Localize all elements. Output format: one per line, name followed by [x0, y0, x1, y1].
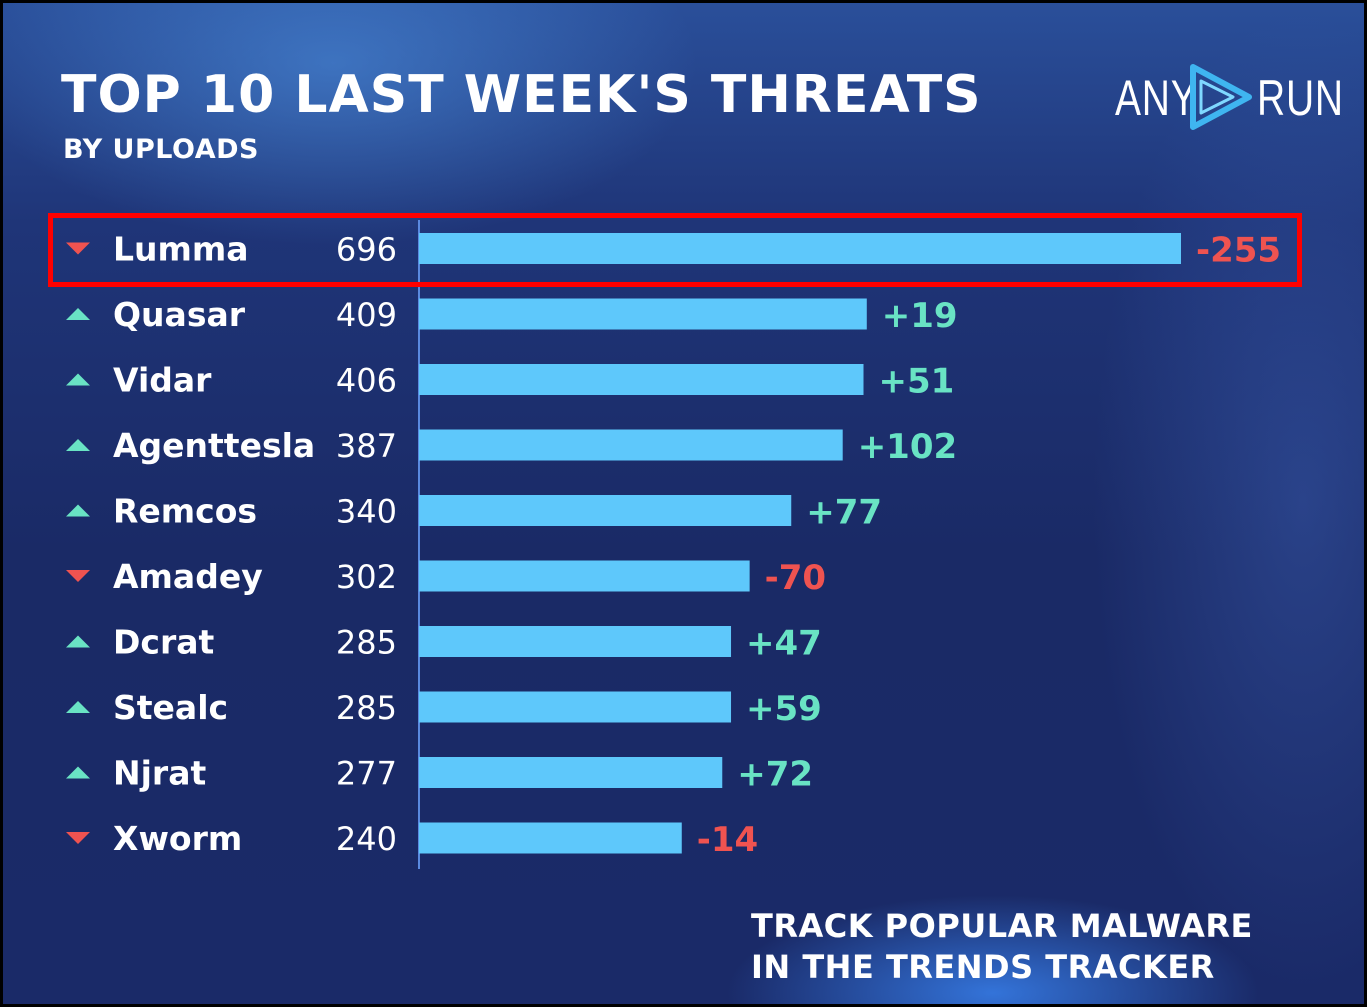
trend-down-icon	[66, 570, 90, 582]
logo-text-run: RUN	[1257, 70, 1344, 126]
page-title: TOP 10 LAST WEEK'S THREATS	[61, 65, 982, 125]
cta-line-1: TRACK POPULAR MALWARE	[751, 907, 1253, 945]
trend-up-icon	[66, 373, 90, 386]
value-label: 277	[336, 755, 397, 793]
value-label: 285	[336, 624, 397, 662]
trend-up-icon	[66, 766, 90, 779]
value-label: 406	[336, 362, 397, 400]
value-label: 340	[336, 493, 397, 531]
change-label: -255	[1196, 231, 1281, 271]
category-label: Xworm	[113, 819, 242, 858]
highlight-box	[48, 213, 1302, 287]
cta-line-2: IN THE TRENDS TRACKER	[751, 948, 1215, 986]
trend-up-icon	[66, 439, 90, 451]
play-icon	[1190, 64, 1252, 130]
page-subtitle: BY UPLOADS	[63, 134, 259, 165]
value-label: 240	[336, 820, 397, 858]
value-label: 302	[336, 558, 397, 596]
category-label: Vidar	[113, 361, 212, 400]
category-label: Agenttesla	[113, 426, 315, 465]
value-label: 696	[336, 231, 397, 269]
category-label: Lumma	[113, 230, 249, 269]
trend-up-icon	[66, 635, 90, 648]
change-label: +72	[737, 755, 813, 795]
trend-up-icon	[66, 504, 90, 517]
bar	[419, 495, 792, 526]
bar	[419, 822, 682, 854]
change-label: +47	[746, 624, 822, 664]
category-label: Quasar	[113, 295, 246, 334]
change-label: +19	[882, 296, 958, 336]
category-label: Amadey	[113, 557, 263, 596]
trends-tracker-cta[interactable]: TRACK POPULAR MALWARE IN THE TRENDS TRAC…	[751, 906, 1253, 988]
category-label: Stealc	[113, 688, 228, 727]
category-label: Dcrat	[113, 623, 214, 662]
change-label: -70	[765, 558, 826, 598]
value-label: 409	[336, 296, 397, 334]
value-label: 285	[336, 689, 397, 727]
category-label: Njrat	[113, 754, 206, 793]
bar	[419, 626, 732, 657]
bar	[419, 429, 843, 461]
bar	[419, 233, 1181, 264]
trend-down-icon	[66, 832, 90, 844]
change-label: +77	[806, 493, 882, 533]
bar	[419, 691, 732, 723]
bar	[419, 364, 864, 395]
bar	[419, 298, 867, 330]
category-label: Remcos	[113, 492, 257, 531]
change-label: -14	[697, 820, 758, 860]
trend-down-icon	[66, 242, 90, 255]
change-label: +59	[746, 689, 822, 729]
change-label: +51	[879, 362, 955, 402]
change-label: +102	[858, 427, 957, 467]
any-run-logo: ANY RUN	[1115, 63, 1343, 133]
logo-text-any: ANY	[1115, 70, 1198, 126]
trend-up-icon	[66, 701, 90, 713]
value-label: 387	[336, 427, 397, 465]
trend-up-icon	[66, 308, 90, 320]
bar	[419, 560, 750, 592]
bar-chart: Lumma 696 -255 Quasar 409 +19 Vidar 406 +51 Agent…	[66, 220, 1281, 869]
bar	[419, 757, 723, 788]
